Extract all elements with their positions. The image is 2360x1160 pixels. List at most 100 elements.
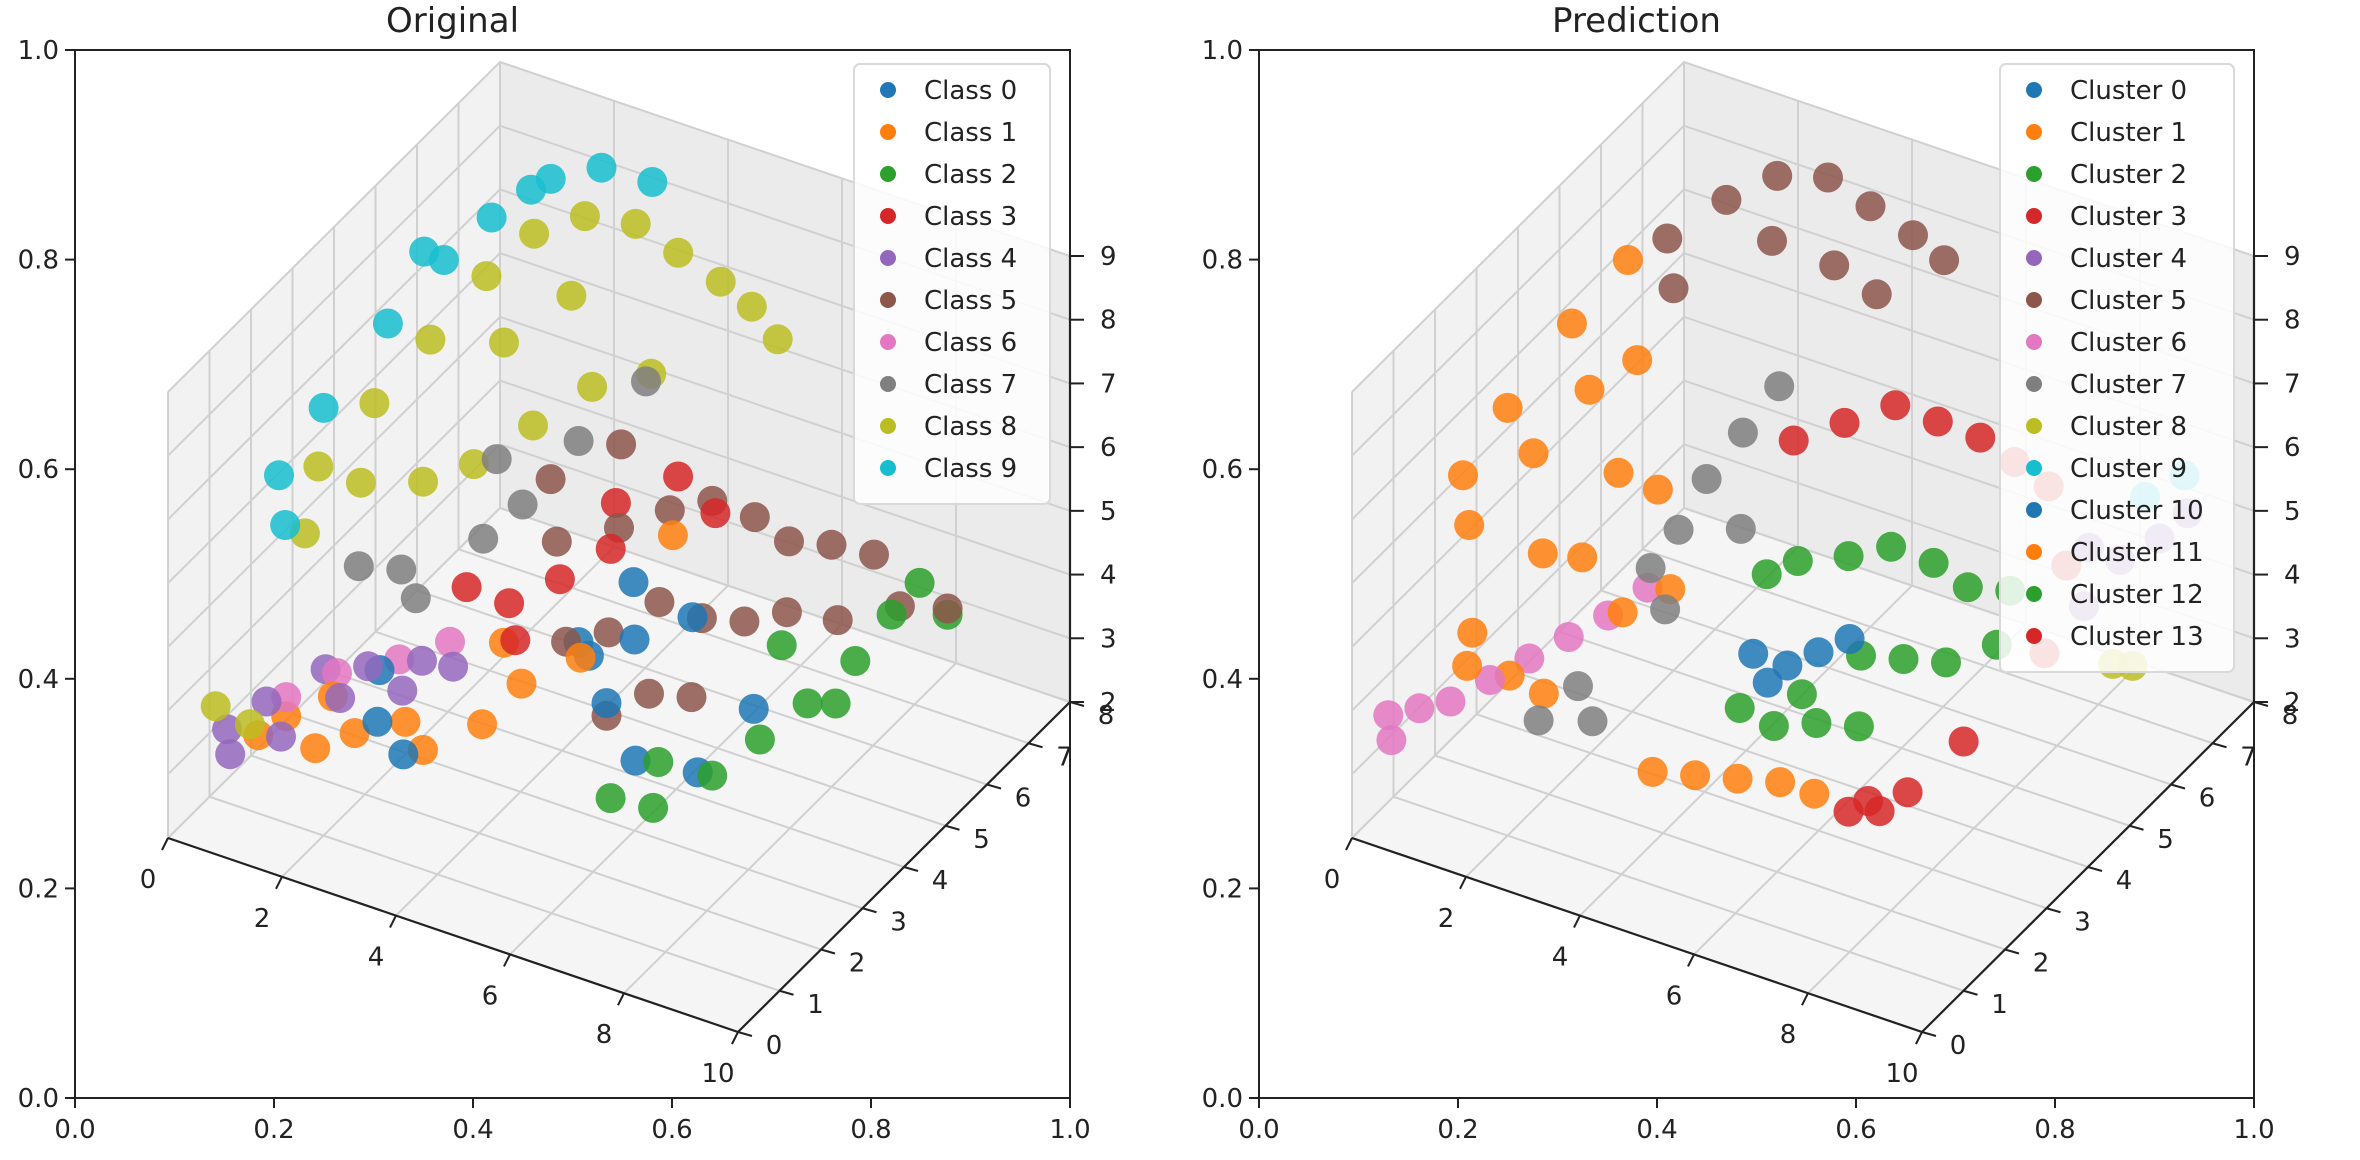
scatter-point xyxy=(563,426,594,456)
scatter-point xyxy=(1762,160,1793,191)
axis3d-y-tick-label: 5 xyxy=(2157,825,2174,855)
outer-y-tick-label: 0.8 xyxy=(18,246,59,276)
legend-marker xyxy=(2026,250,2042,266)
scatter-point xyxy=(1404,693,1435,724)
scatter-point xyxy=(362,706,393,737)
scatter-point xyxy=(1680,760,1711,791)
scatter-point xyxy=(1861,279,1892,310)
scatter-point xyxy=(1757,225,1787,256)
axis3d-y-tick-mark xyxy=(945,824,960,831)
scatter-point xyxy=(386,554,417,585)
scatter-point xyxy=(500,625,531,656)
axis3d-x-tick-label: 10 xyxy=(701,1059,734,1089)
axis3d-x-tick-mark xyxy=(1687,953,1695,967)
scatter-point xyxy=(353,651,384,682)
axis3d-z-tick-label: 6 xyxy=(1100,433,1117,463)
legend-marker xyxy=(880,208,896,224)
scatter-point xyxy=(408,466,439,497)
scatter-point xyxy=(1786,679,1817,710)
legend-marker xyxy=(880,376,896,392)
scatter-point xyxy=(507,489,538,520)
legend-label: Cluster 13 xyxy=(2070,622,2204,652)
scatter-point xyxy=(325,683,356,713)
legend-label: Cluster 7 xyxy=(2070,370,2187,400)
scatter-point xyxy=(266,721,296,752)
scatter-point xyxy=(1876,531,1907,562)
axis3d-y-tick-label: 2 xyxy=(2033,949,2050,979)
legend-label: Class 9 xyxy=(924,454,1017,484)
scatter-point xyxy=(400,583,431,614)
scatter-point xyxy=(1758,711,1789,741)
scatter-point xyxy=(322,658,352,689)
outer-y-tick-label: 0.2 xyxy=(1202,874,1243,904)
axis3d-y-tick-label: 0 xyxy=(766,1031,783,1061)
outer-x-tick-label: 0.0 xyxy=(1238,1115,1279,1145)
chart-title: Original xyxy=(386,1,519,41)
scatter-point xyxy=(1637,756,1668,787)
legend-marker xyxy=(880,418,896,434)
scatter-point xyxy=(303,451,334,482)
legend-marker xyxy=(2026,124,2042,140)
scatter-point xyxy=(1772,650,1803,681)
scatter-point xyxy=(1855,191,1886,222)
legend-label: Class 5 xyxy=(924,286,1017,316)
scatter-point xyxy=(595,783,626,814)
scatter-point xyxy=(1518,438,1549,469)
axis3d-y-tick-label: 0 xyxy=(1950,1031,1967,1061)
axis3d-z-tick-label: 6 xyxy=(2284,433,2301,463)
outer-y-tick-label: 1.0 xyxy=(1202,36,1243,66)
axis3d-x-tick-mark xyxy=(389,915,397,929)
scatter-point xyxy=(458,449,489,480)
scatter-point xyxy=(618,567,649,598)
axis3d-x-tick-label: 0 xyxy=(140,865,157,895)
scatter-point xyxy=(638,792,669,823)
scatter-point xyxy=(1880,390,1911,421)
scatter-point xyxy=(676,682,707,713)
scatter-point xyxy=(506,668,537,699)
scatter-point xyxy=(771,597,802,628)
axis3d-y-tick-mark xyxy=(820,948,836,955)
grid-line-z xyxy=(167,443,1071,775)
scatter-point xyxy=(705,266,736,297)
scatter-point xyxy=(1556,308,1587,339)
axis3d-z-tick-label: 9 xyxy=(1100,242,1117,272)
scatter-point xyxy=(1612,245,1643,275)
scatter-point xyxy=(544,564,575,595)
scatter-point xyxy=(595,533,626,564)
legend-label: Cluster 0 xyxy=(2070,76,2187,106)
outer-y-tick-label: 0.4 xyxy=(1202,665,1243,695)
scatter-point xyxy=(1527,538,1558,569)
axis3d-z-tick-label: 5 xyxy=(1100,497,1117,527)
axis3d-z-tick-label: 4 xyxy=(1100,561,1117,591)
outer-y-tick-label: 0.2 xyxy=(18,874,59,904)
scatter-point xyxy=(663,461,694,492)
scatter-point xyxy=(1514,643,1545,674)
legend-marker xyxy=(2026,292,2042,308)
legend-marker xyxy=(2026,460,2042,476)
axis3d-y-tick-label: 6 xyxy=(2199,784,2216,814)
legend-label: Cluster 3 xyxy=(2070,202,2187,232)
scatter-point xyxy=(451,572,482,603)
legend-label: Cluster 12 xyxy=(2070,580,2204,610)
scatter-point xyxy=(1574,374,1605,405)
axis3d-y-tick-label: 1 xyxy=(807,990,824,1020)
scatter-point xyxy=(739,502,770,533)
axis3d-x-tick-label: 4 xyxy=(1552,943,1569,973)
legend-label: Cluster 8 xyxy=(2070,412,2187,442)
scatter-point xyxy=(556,280,587,311)
scatter-point xyxy=(481,444,512,475)
legend-label: Class 3 xyxy=(924,202,1017,232)
scatter-point xyxy=(1782,546,1813,576)
axis3d-z-tick-label: 7 xyxy=(1100,369,1117,399)
scatter-point xyxy=(1474,665,1505,695)
legend-box xyxy=(1999,63,2235,673)
axis3d-x-tick-mark xyxy=(1459,876,1467,890)
axis3d-z-tick-label: 3 xyxy=(1100,624,1117,654)
scatter-point xyxy=(1843,711,1874,742)
scatter-point xyxy=(1452,650,1483,681)
scatter-point xyxy=(766,630,797,661)
outer-x-tick-label: 0.2 xyxy=(1437,1115,1478,1145)
scatter-point xyxy=(606,429,637,460)
axis3d-y-tick-label: 7 xyxy=(1056,742,1073,772)
